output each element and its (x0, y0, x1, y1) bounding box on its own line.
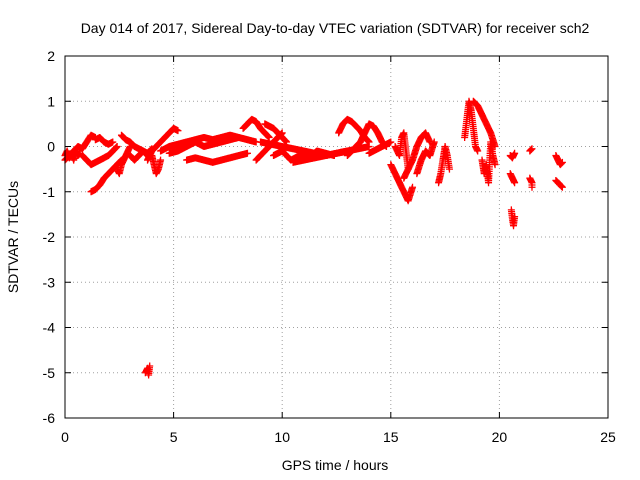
data-point (527, 146, 535, 154)
data-point (557, 182, 565, 190)
data-point (558, 183, 566, 191)
data-point (157, 156, 165, 164)
data-point (511, 213, 519, 221)
data-point (146, 362, 154, 370)
y-tick-label: -2 (43, 229, 56, 245)
data-point (511, 149, 519, 157)
data-point (527, 146, 535, 154)
data-point (113, 143, 121, 150)
data-point (243, 149, 251, 157)
x-tick-label: 15 (383, 429, 399, 445)
data-point (491, 161, 499, 169)
data-point (511, 179, 519, 187)
plot-frame (64, 55, 609, 419)
data-point (474, 147, 482, 155)
y-tick-label: 2 (47, 48, 55, 64)
data-point (365, 138, 373, 146)
x-axis-label: GPS time / hours (282, 457, 389, 473)
data-point (558, 182, 566, 190)
y-tick-label: -4 (43, 320, 56, 336)
axis-ticks: 0 5 10 15 20 25 -6 -5 -4 -3 -2 -1 0 1 2 (43, 48, 616, 445)
x-tick-label: 0 (61, 429, 69, 445)
data-point (174, 127, 182, 135)
data-point (558, 159, 566, 167)
data-point (558, 158, 566, 166)
data-point (75, 151, 83, 159)
gridlines (65, 56, 608, 418)
data-point (387, 138, 395, 146)
data-point (528, 145, 536, 153)
data-point (409, 183, 417, 191)
data-points (61, 97, 566, 379)
x-tick-label: 20 (492, 429, 508, 445)
y-tick-label: 1 (47, 93, 55, 109)
data-point (528, 183, 536, 191)
x-tick-label: 10 (274, 429, 290, 445)
x-tick-label: 5 (170, 429, 178, 445)
y-tick-label: 0 (47, 139, 55, 155)
data-point (265, 133, 273, 141)
y-tick-label: -5 (43, 365, 56, 381)
data-point (109, 138, 117, 146)
x-tick-label: 25 (600, 429, 616, 445)
data-point (445, 165, 453, 173)
data-point (557, 160, 565, 168)
y-tick-label: -6 (43, 410, 56, 426)
y-tick-label: -1 (43, 184, 56, 200)
y-axis-label: SDTVAR / TECUs (5, 181, 21, 293)
data-point (430, 138, 438, 146)
y-tick-label: -3 (43, 274, 56, 290)
chart-title: Day 014 of 2017, Sidereal Day-to-day VTE… (81, 20, 590, 36)
